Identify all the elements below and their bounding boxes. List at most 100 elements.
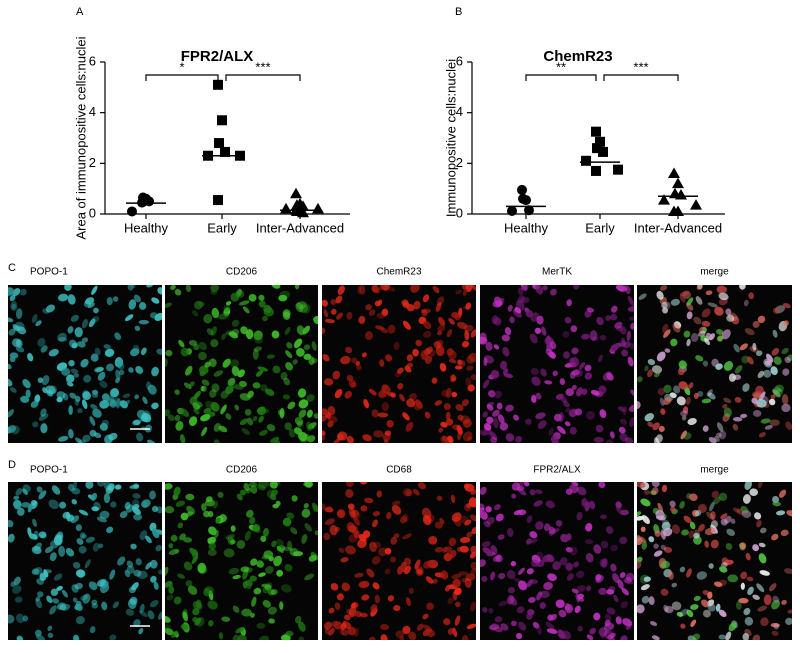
cell <box>90 492 98 501</box>
cell <box>696 571 708 580</box>
cell <box>374 594 381 604</box>
cell <box>127 285 134 291</box>
cell <box>716 285 727 294</box>
cell <box>679 501 685 509</box>
cell <box>747 356 754 365</box>
cell <box>670 506 676 513</box>
cell <box>353 516 360 526</box>
cell <box>412 488 420 496</box>
cell <box>535 489 543 495</box>
cells <box>322 482 476 640</box>
y-tick-label: 4 <box>89 104 96 119</box>
cell <box>470 562 476 571</box>
cell <box>772 501 781 507</box>
cell <box>8 287 15 296</box>
cell <box>135 366 144 374</box>
cell <box>286 630 294 637</box>
significance-label: *** <box>255 59 270 74</box>
cell <box>644 365 649 372</box>
cell <box>192 601 203 611</box>
cell <box>698 523 705 532</box>
cell <box>130 543 137 550</box>
cell <box>487 390 496 398</box>
cell <box>406 362 414 368</box>
cell <box>77 408 83 414</box>
cell <box>180 434 186 443</box>
cell <box>174 289 182 296</box>
cell <box>555 519 563 527</box>
cell <box>416 623 424 631</box>
cell <box>52 598 60 604</box>
cell <box>520 285 529 291</box>
cell <box>136 432 144 442</box>
cell <box>681 415 687 421</box>
cell <box>610 313 618 321</box>
cell <box>586 410 595 420</box>
cell <box>493 317 502 326</box>
cell <box>185 365 193 376</box>
cell <box>768 398 776 406</box>
cell <box>345 346 353 354</box>
cell <box>335 295 343 304</box>
micrograph <box>480 285 634 443</box>
cell <box>340 622 347 631</box>
cell <box>301 508 311 518</box>
cell <box>239 380 248 387</box>
cell <box>80 358 89 368</box>
cell <box>432 578 438 584</box>
cell <box>252 348 259 360</box>
cell <box>65 547 75 557</box>
cell <box>717 335 723 342</box>
cell <box>637 556 643 563</box>
cell <box>185 580 193 587</box>
cell <box>165 566 169 577</box>
cell <box>265 388 275 396</box>
cell <box>183 382 192 390</box>
cell <box>412 348 419 357</box>
cell <box>660 588 669 596</box>
micrograph <box>637 285 792 443</box>
cell <box>426 602 434 611</box>
cell <box>338 547 345 554</box>
cell <box>471 285 476 292</box>
cell <box>366 568 375 578</box>
cell <box>165 506 175 514</box>
cell <box>236 540 246 549</box>
cell <box>180 624 189 631</box>
cell <box>705 290 713 296</box>
cell <box>579 362 586 370</box>
cell <box>509 316 515 324</box>
cell <box>343 614 351 621</box>
cell <box>716 307 722 313</box>
cell <box>323 309 329 318</box>
cell <box>128 367 134 373</box>
cell <box>779 489 787 498</box>
cell <box>480 559 486 567</box>
cell <box>503 373 514 378</box>
cell <box>93 307 99 314</box>
cell <box>67 326 74 334</box>
cell <box>563 351 570 359</box>
y-tick-label: 6 <box>89 53 96 68</box>
cell <box>259 635 270 640</box>
cell <box>253 587 262 595</box>
cell <box>545 500 555 509</box>
cell <box>38 490 47 500</box>
cell <box>446 348 454 356</box>
cell <box>535 285 544 295</box>
cell <box>709 501 715 512</box>
cell <box>678 381 688 390</box>
cell <box>221 333 227 341</box>
cell <box>755 385 764 395</box>
cell <box>456 321 468 330</box>
cell <box>109 399 117 408</box>
cell <box>311 502 318 512</box>
cell <box>191 555 199 565</box>
cell <box>71 342 78 349</box>
cell <box>723 397 732 404</box>
cell <box>12 324 20 331</box>
cell <box>744 616 754 626</box>
cell <box>96 482 106 487</box>
cell <box>610 563 617 572</box>
cell <box>147 439 156 443</box>
